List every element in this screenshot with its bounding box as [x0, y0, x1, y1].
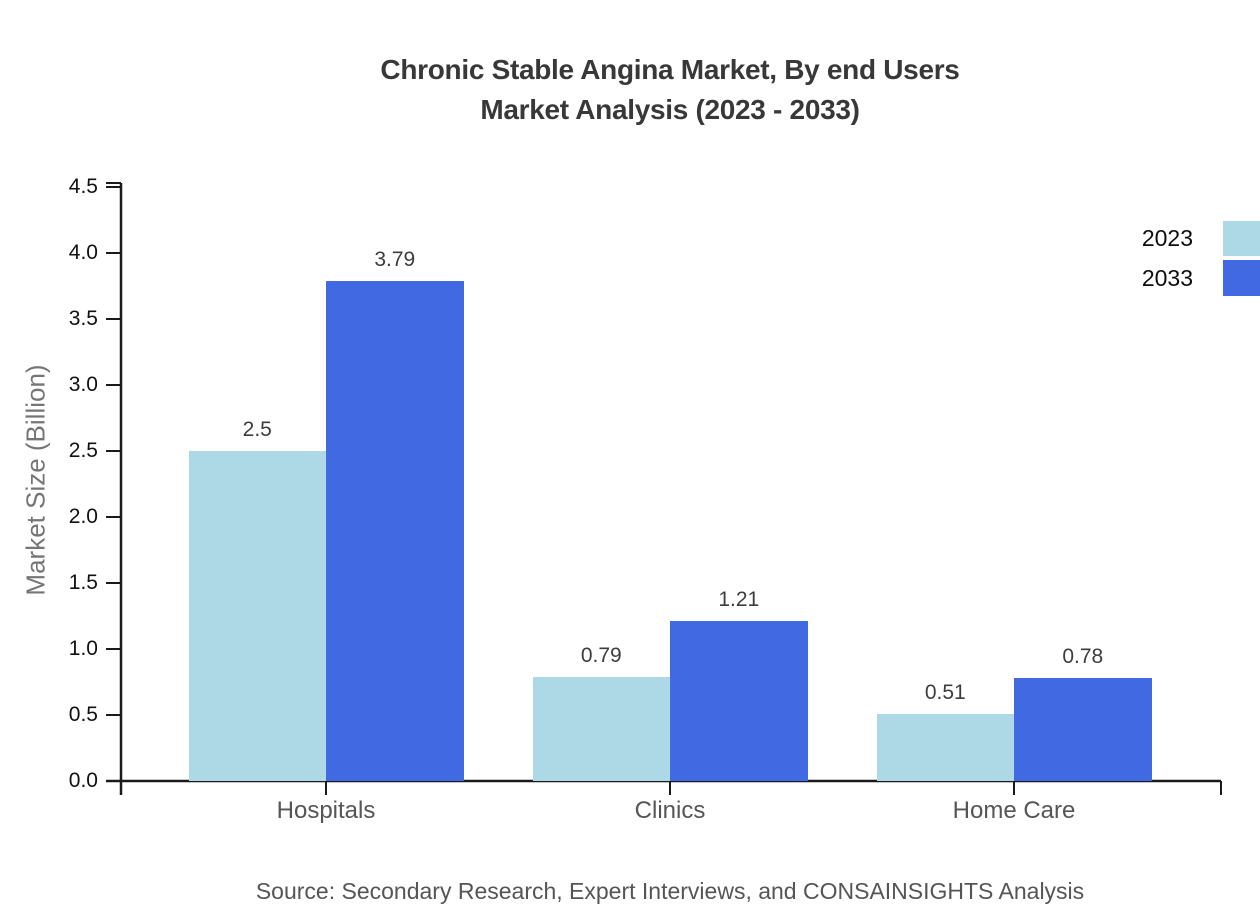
chart-title-line1: Chronic Stable Angina Market, By end Use… — [380, 54, 960, 85]
y-tick-label: 2.0 — [68, 505, 98, 528]
value-label-2033-clinics: 1.21 — [718, 588, 760, 612]
chart-title: Chronic Stable Angina Market, By end Use… — [380, 50, 959, 130]
chart-title-line2: Market Analysis (2023 - 2033) — [480, 94, 860, 125]
bar-2023-home-care — [876, 713, 1014, 781]
y-tick-label: 4.5 — [68, 175, 98, 198]
source-note: Source: Secondary Research, Expert Inter… — [255, 878, 1085, 904]
legend-swatch-2023 — [1223, 221, 1260, 256]
value-label-2023-home-care: 0.51 — [924, 680, 966, 704]
bar-2033-home-care — [1014, 678, 1152, 781]
value-label-2023-hospitals: 2.5 — [242, 418, 272, 441]
y-tick-label: 0.0 — [68, 769, 98, 792]
value-label-2033-hospitals: 3.79 — [374, 247, 416, 271]
value-label-2033-home-care: 0.78 — [1062, 645, 1104, 669]
bar-2023-hospitals — [188, 451, 326, 781]
bar-2023-clinics — [532, 676, 670, 781]
x-tick-label-hospitals: Hospitals — [276, 797, 376, 824]
y-tick-label: 1.0 — [68, 637, 98, 660]
bar-2033-clinics — [670, 621, 808, 781]
y-tick-label: 2.5 — [68, 439, 98, 462]
value-label-2023-clinics: 0.79 — [580, 643, 622, 667]
y-tick-label: 3.0 — [68, 373, 98, 396]
legend-swatch-2033 — [1223, 260, 1260, 296]
bar-2033-hospitals — [326, 280, 464, 781]
legend-label-2033: 2033 — [1141, 265, 1193, 291]
y-tick-label: 0.5 — [68, 703, 98, 726]
x-tick-label-home-care: Home Care — [952, 797, 1076, 824]
y-tick-label: 1.5 — [68, 571, 98, 594]
x-tick-label-clinics: Clinics — [634, 797, 706, 824]
legend-label-2023: 2023 — [1141, 225, 1193, 251]
y-tick-label: 4.0 — [68, 241, 98, 264]
y-tick-label: 3.5 — [68, 307, 98, 330]
